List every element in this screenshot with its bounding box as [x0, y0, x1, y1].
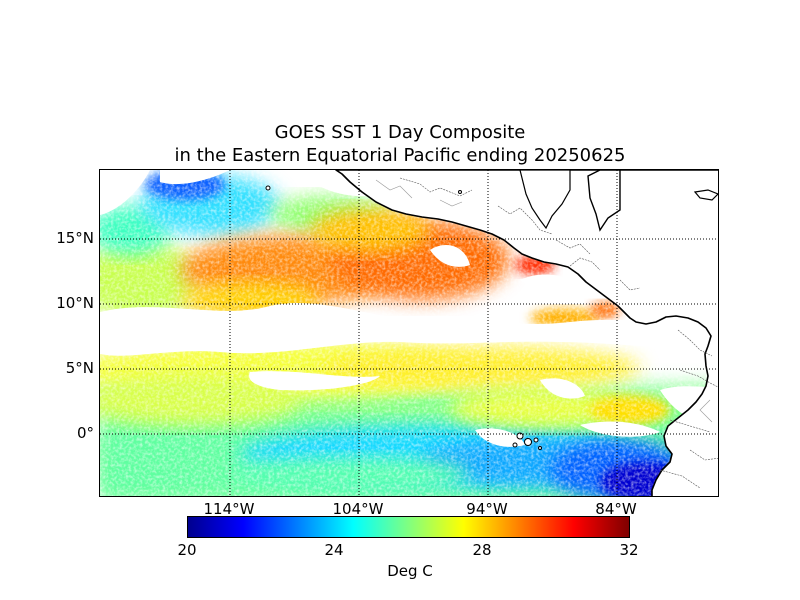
- colorbar-tick-32: 32: [619, 541, 638, 559]
- map-title-line-1: GOES SST 1 Day Composite: [0, 122, 800, 144]
- lat-label-0: 0°: [77, 424, 94, 442]
- lat-label-15n: 15°N: [56, 229, 94, 247]
- colorbar: [187, 516, 630, 538]
- colorbar-tick-28: 28: [472, 541, 491, 559]
- lat-label-5n: 5°N: [66, 359, 94, 377]
- sst-map: [99, 169, 719, 497]
- colorbar-tick-24: 24: [324, 541, 343, 559]
- map-title-line-2: in the Eastern Equatorial Pacific ending…: [0, 145, 800, 167]
- lat-label-10n: 10°N: [56, 294, 94, 312]
- colorbar-label: Deg C: [387, 562, 433, 580]
- colorbar-tick-20: 20: [177, 541, 196, 559]
- sst-map-canvas: [100, 170, 719, 497]
